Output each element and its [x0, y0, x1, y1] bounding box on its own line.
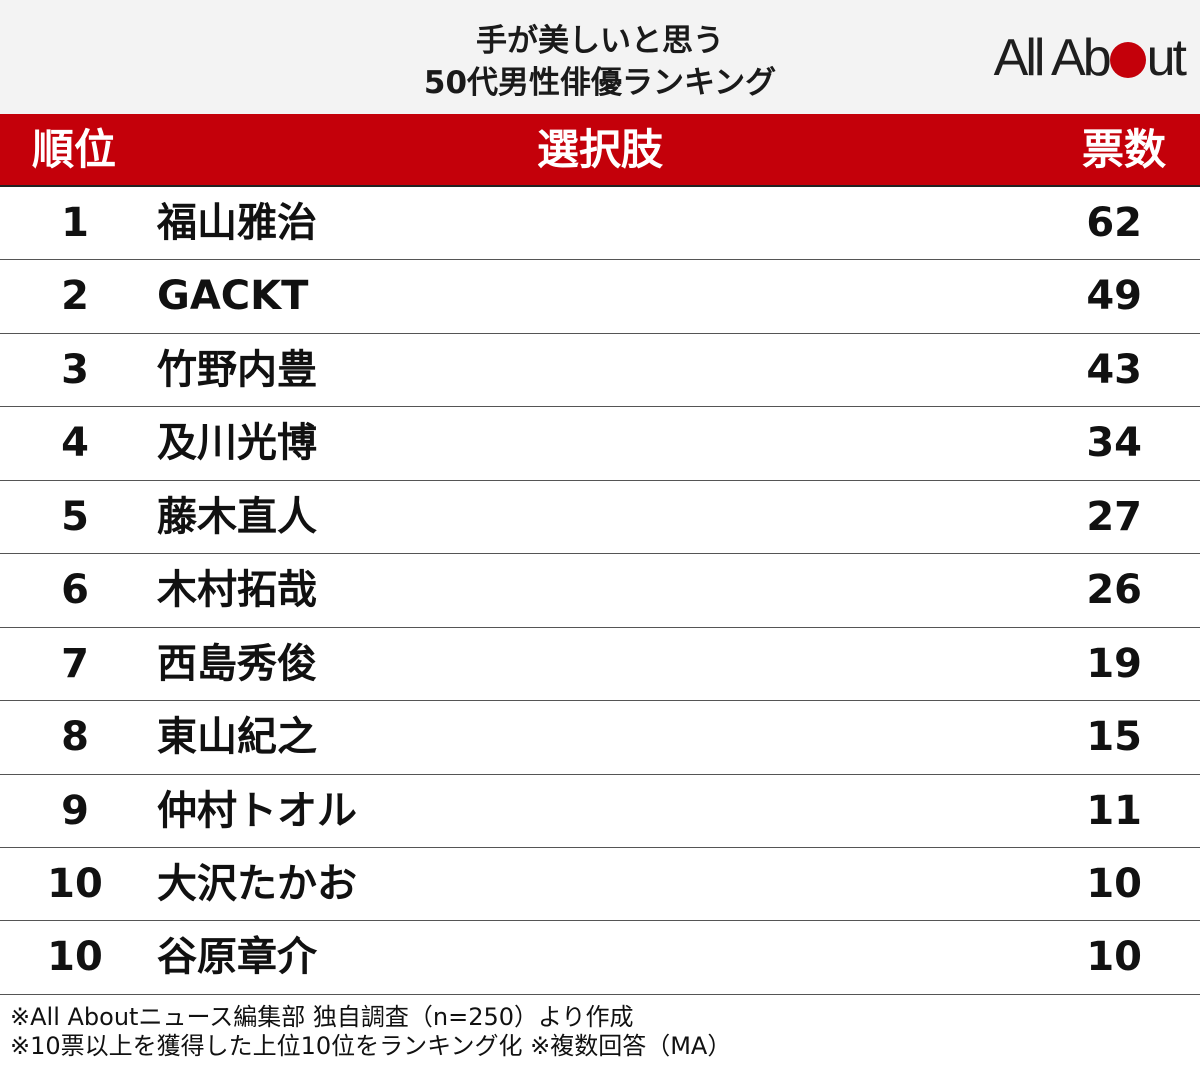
table-row: 2 GACKT 49	[0, 260, 1200, 334]
votes-cell: 26	[1086, 567, 1142, 614]
logo-dot-icon	[1109, 42, 1146, 78]
footnote-source: ※All Aboutニュース編集部 独自調査（n=250）より作成	[10, 1003, 634, 1031]
name-cell: 及川光博	[157, 420, 317, 467]
table-row: 8 東山紀之 15	[0, 701, 1200, 775]
votes-cell: 10	[1086, 934, 1142, 981]
votes-cell: 15	[1086, 714, 1142, 761]
rank-cell: 10	[47, 860, 103, 907]
rank-cell: 1	[61, 200, 89, 246]
table-row: 5 藤木直人 27	[0, 481, 1200, 555]
table-row: 10 大沢たかお 10	[0, 848, 1200, 922]
rank-cell: 2	[61, 273, 89, 320]
table-body: 1 福山雅治 62 2 GACKT 49 3 竹野内豊 43 4 及川光博 34 5 藤木直人 27 6 木村拓…	[0, 187, 1200, 995]
rank-cell: 9	[61, 787, 89, 834]
name-cell: 西島秀俊	[157, 640, 317, 687]
rank-cell: 8	[61, 714, 89, 761]
votes-cell: 27	[1086, 493, 1142, 540]
chart-title-line1: 手が美しいと思う	[476, 23, 724, 59]
name-cell: 藤木直人	[157, 493, 317, 540]
name-cell: 仲村トオル	[157, 787, 357, 834]
table-header: 順位 選択肢 票数	[0, 114, 1200, 187]
table-row: 9 仲村トオル 11	[0, 775, 1200, 848]
rank-cell: 6	[61, 567, 89, 614]
votes-cell: 10	[1086, 860, 1142, 907]
rank-cell: 4	[61, 420, 89, 467]
chart-title-line2: 50代男性俳優ランキング	[423, 65, 777, 101]
logo-text-prefix: All Ab	[993, 29, 1112, 87]
rank-cell: 5	[61, 493, 89, 540]
column-header-votes: 票数	[1081, 125, 1166, 174]
rank-cell: 7	[61, 640, 89, 687]
table-row: 6 木村拓哉 26	[0, 554, 1200, 628]
name-cell: 福山雅治	[157, 200, 317, 246]
table-row: 1 福山雅治 62	[0, 187, 1200, 261]
votes-cell: 43	[1086, 346, 1142, 393]
name-cell: 竹野内豊	[157, 346, 317, 393]
name-cell: 東山紀之	[157, 714, 317, 761]
title-area: 手が美しいと思う 50代男性俳優ランキング All Ab ut	[0, 0, 1200, 114]
name-cell: 谷原章介	[157, 934, 317, 981]
table-row: 7 西島秀俊 19	[0, 628, 1200, 702]
column-header-rank: 順位	[32, 125, 117, 174]
rank-cell: 3	[61, 346, 89, 393]
votes-cell: 11	[1086, 787, 1142, 834]
votes-cell: 19	[1086, 640, 1142, 687]
allabout-logo: All Ab ut	[993, 28, 1187, 88]
votes-cell: 62	[1086, 200, 1142, 246]
footnote-method: ※10票以上を獲得した上位10位をランキング化 ※複数回答（MA）	[10, 1032, 732, 1060]
votes-cell: 34	[1086, 420, 1142, 467]
table-row: 10 谷原章介 10	[0, 921, 1200, 995]
name-cell: 大沢たかお	[157, 860, 357, 907]
name-cell: GACKT	[157, 273, 309, 320]
column-header-choice: 選択肢	[536, 125, 663, 174]
table-row: 3 竹野内豊 43	[0, 334, 1200, 408]
rank-cell: 10	[47, 934, 103, 981]
name-cell: 木村拓哉	[157, 567, 317, 614]
table-row: 4 及川光博 34	[0, 407, 1200, 481]
logo-text-suffix: ut	[1146, 29, 1187, 87]
votes-cell: 49	[1086, 273, 1142, 320]
